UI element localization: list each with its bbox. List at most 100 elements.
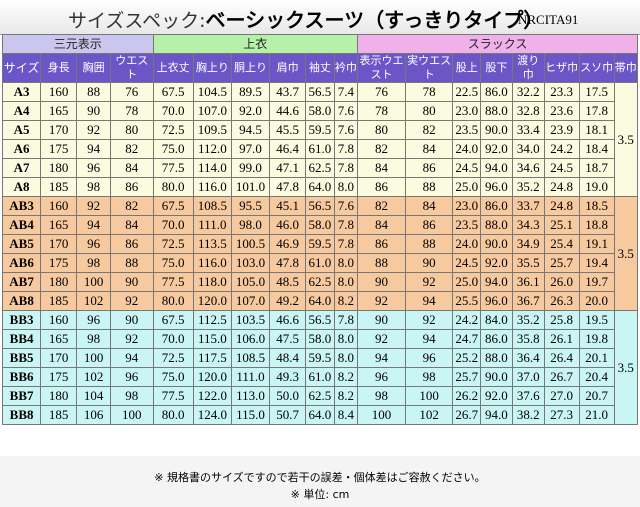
spec-cell: 8.4 bbox=[333, 405, 359, 425]
spec-cell: 20.0 bbox=[578, 291, 615, 311]
size-code-cell: BB4 bbox=[1, 329, 42, 349]
spec-cell: 116.0 bbox=[192, 177, 232, 197]
spec-cell: 77.5 bbox=[152, 158, 194, 178]
spec-cell: 120.0 bbox=[192, 291, 232, 311]
size-code-cell: AB7 bbox=[1, 272, 42, 292]
spec-cell: 175 bbox=[40, 253, 78, 273]
spec-cell: 101.0 bbox=[230, 177, 271, 197]
spec-cell: 94 bbox=[404, 291, 454, 311]
spec-cell: 90.0 bbox=[480, 120, 513, 140]
spec-cell: 8.0 bbox=[333, 177, 359, 197]
spec-cell: 35.2 bbox=[511, 310, 545, 330]
spec-cell: 24.5 bbox=[452, 253, 482, 273]
spec-cell: 92 bbox=[76, 120, 112, 140]
spec-cell: 78 bbox=[110, 101, 154, 121]
size-code-cell: A5 bbox=[1, 120, 42, 140]
column-header: 上衣丈 bbox=[152, 53, 194, 83]
spec-cell: 19.0 bbox=[578, 177, 615, 197]
spec-cell: 102 bbox=[404, 405, 454, 425]
spec-cell: 92 bbox=[76, 196, 112, 216]
spec-cell: 72.5 bbox=[152, 234, 194, 254]
spec-cell: 7.8 bbox=[333, 139, 359, 159]
spec-cell: 33.4 bbox=[511, 120, 545, 140]
spec-cell: 114.0 bbox=[192, 158, 232, 178]
spec-cell: 56.5 bbox=[305, 196, 335, 216]
spec-cell: 94 bbox=[110, 348, 154, 368]
size-code-cell: AB3 bbox=[1, 196, 42, 216]
spec-cell: 23.0 bbox=[452, 196, 482, 216]
spec-cell: 26.1 bbox=[543, 329, 580, 349]
spec-cell: 8.0 bbox=[333, 348, 359, 368]
spec-cell: 94 bbox=[76, 215, 112, 235]
spec-cell: 7.6 bbox=[333, 196, 359, 216]
spec-cell: 92 bbox=[357, 291, 406, 311]
spec-cell: 95.5 bbox=[230, 196, 271, 216]
spec-cell: 94.5 bbox=[230, 120, 271, 140]
spec-cell: 25.5 bbox=[452, 291, 482, 311]
spec-cell: 24.5 bbox=[452, 158, 482, 178]
spec-cell: 23.6 bbox=[543, 101, 580, 121]
spec-cell: 84 bbox=[357, 215, 406, 235]
spec-cell: 92 bbox=[404, 272, 454, 292]
belt-width-cell: 3.5 bbox=[613, 82, 639, 197]
spec-cell: 32.2 bbox=[511, 82, 545, 102]
spec-cell: 70.0 bbox=[152, 101, 194, 121]
spec-cell: 36.4 bbox=[511, 348, 545, 368]
table-row: AB3 160 92 82 67.5 108.5 95.5 45.1 56.5 7.6 82 84 23… bbox=[1, 196, 639, 311]
spec-cell: 75.0 bbox=[152, 367, 194, 387]
spec-cell: 100.5 bbox=[230, 234, 271, 254]
spec-cell: 96.0 bbox=[480, 291, 513, 311]
spec-cell: 75.0 bbox=[152, 139, 194, 159]
table-row: AB6 175 98 88 75.0 116.0 103.0 47.8 61.0 8.0 88 90 2… bbox=[1, 253, 638, 273]
spec-cell: 76 bbox=[357, 82, 406, 102]
page-title: サイズスペック:ベーシックスーツ（すっきりタイプ） bbox=[68, 4, 543, 33]
spec-cell: 25.0 bbox=[452, 272, 482, 292]
spec-cell: 36.1 bbox=[511, 272, 545, 292]
spec-cell: 185 bbox=[40, 405, 78, 425]
column-header: 実ウエスト bbox=[404, 53, 454, 83]
spec-cell: 102 bbox=[76, 367, 112, 387]
size-code-cell: BB8 bbox=[1, 405, 42, 425]
spec-cell: 100 bbox=[76, 272, 112, 292]
spec-cell: 109.5 bbox=[192, 120, 232, 140]
spec-cell: 106 bbox=[76, 405, 112, 425]
belt-width-cell: 3.5 bbox=[613, 310, 639, 425]
column-header: サイズ bbox=[1, 53, 42, 83]
spec-cell: 35.8 bbox=[511, 329, 545, 349]
spec-cell: 113.5 bbox=[192, 234, 232, 254]
spec-cell: 175 bbox=[40, 139, 78, 159]
spec-cell: 46.9 bbox=[269, 234, 307, 254]
disclaimer-note: ※ 規格書のサイズですので若干の誤差・個体差はご容赦ください。 bbox=[154, 471, 486, 484]
spec-cell: 80 bbox=[110, 120, 154, 140]
spec-cell: 34.6 bbox=[511, 158, 545, 178]
spec-cell: 33.7 bbox=[511, 196, 545, 216]
spec-cell: 111.0 bbox=[230, 367, 271, 387]
spec-cell: 108.5 bbox=[192, 196, 232, 216]
spec-cell: 34.3 bbox=[511, 215, 545, 235]
spec-cell: 185 bbox=[40, 291, 78, 311]
column-header: 表示ウエスト bbox=[357, 53, 406, 83]
spec-cell: 17.8 bbox=[578, 101, 615, 121]
spec-cell: 104 bbox=[76, 386, 112, 406]
spec-cell: 32.8 bbox=[511, 101, 545, 121]
size-code-cell: A4 bbox=[1, 101, 42, 121]
spec-cell: 98 bbox=[76, 253, 112, 273]
size-code-cell: AB6 bbox=[1, 253, 42, 273]
spec-cell: 96.0 bbox=[480, 177, 513, 197]
spec-cell: 24.2 bbox=[452, 310, 482, 330]
table-row: AB4 165 94 84 70.0 111.0 98.0 46.0 58.0 7.8 84 86 23… bbox=[1, 215, 638, 235]
spec-cell: 108.5 bbox=[230, 348, 271, 368]
spec-cell: 48.5 bbox=[269, 272, 307, 292]
spec-cell: 72.5 bbox=[152, 120, 194, 140]
spec-cell: 98 bbox=[76, 329, 112, 349]
spec-cell: 18.1 bbox=[578, 120, 615, 140]
spec-cell: 94.0 bbox=[480, 158, 513, 178]
spec-cell: 62.5 bbox=[305, 272, 335, 292]
spec-cell: 26.3 bbox=[543, 291, 580, 311]
spec-cell: 115.0 bbox=[230, 405, 271, 425]
spec-cell: 49.3 bbox=[269, 367, 307, 387]
spec-cell: 24.8 bbox=[543, 177, 580, 197]
spec-cell: 84 bbox=[404, 196, 454, 216]
spec-cell: 48.4 bbox=[269, 348, 307, 368]
table-row: AB7 180 100 90 77.5 118.0 105.0 48.5 62.5 8.0 90 92… bbox=[1, 272, 638, 292]
